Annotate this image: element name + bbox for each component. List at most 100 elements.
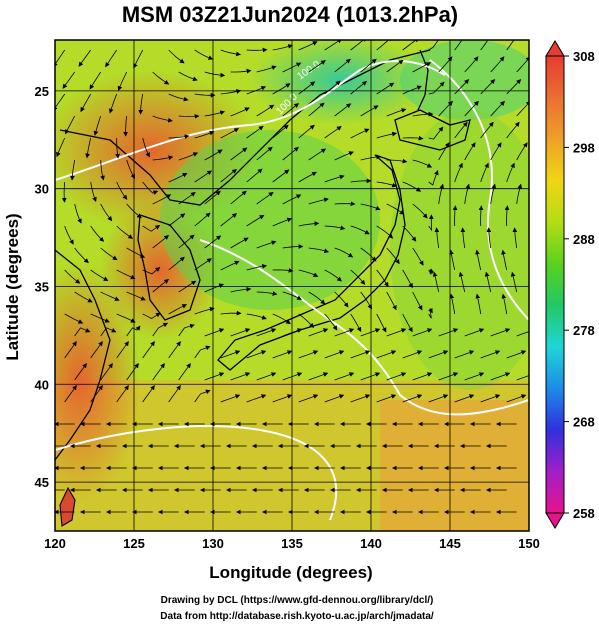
streamline	[480, 121, 494, 139]
streamline	[454, 79, 470, 95]
streamline	[350, 40, 368, 51]
streamline	[350, 81, 368, 95]
streamline	[194, 258, 212, 271]
streamline	[90, 385, 103, 403]
streamline	[386, 203, 405, 215]
streamline	[100, 363, 113, 381]
streamline	[138, 93, 144, 115]
streamline	[126, 247, 146, 258]
streamline	[204, 283, 224, 293]
streamline	[324, 174, 345, 183]
streamline	[324, 126, 342, 139]
streamline	[324, 80, 341, 95]
streamline	[56, 137, 66, 158]
x-axis-ticks: 120 125 130 135 140 145 150	[44, 536, 540, 551]
colorbar-ticks: 308 298 288 278 268 258	[564, 49, 595, 521]
coastline-taiwan	[59, 486, 76, 527]
streamline	[308, 291, 326, 305]
streamline	[412, 62, 432, 73]
streamline	[475, 293, 482, 315]
colorbar-max-arrow	[545, 40, 565, 57]
streamline	[100, 159, 105, 181]
streamline	[230, 107, 250, 117]
streamline	[230, 328, 251, 337]
streamline	[386, 291, 397, 311]
streamline	[298, 221, 320, 227]
streamline	[64, 225, 74, 245]
colorbar-tick-label: 268	[573, 415, 595, 430]
streamline	[506, 79, 522, 95]
streamline	[272, 313, 291, 325]
streamline	[204, 328, 225, 337]
streamline	[204, 372, 225, 381]
streamline	[272, 350, 293, 359]
streamline	[360, 105, 379, 117]
streamline	[402, 85, 422, 95]
streamline	[334, 201, 356, 207]
streamline	[324, 394, 345, 403]
streamline	[298, 269, 319, 277]
streamline	[516, 183, 523, 205]
streamline	[93, 115, 102, 136]
streamline	[334, 247, 354, 258]
streamline	[246, 168, 263, 183]
streamline	[510, 271, 518, 293]
streamline	[350, 269, 366, 285]
streamline	[460, 227, 466, 249]
streamline	[458, 271, 466, 293]
streamline	[256, 104, 275, 117]
streamline	[308, 102, 325, 117]
streamline	[246, 263, 267, 271]
streamline	[490, 56, 505, 73]
streamline	[100, 291, 120, 301]
streamline	[116, 341, 129, 359]
streamline	[501, 293, 508, 315]
streamline	[178, 234, 195, 249]
streamline	[454, 40, 463, 51]
lat-lon-grid	[55, 40, 529, 531]
y-axis-ticks: 45 40 35 30 25	[35, 84, 49, 490]
streamline	[298, 171, 317, 183]
streamline	[324, 269, 343, 282]
map-plot-area: 100.0 100.0	[55, 40, 529, 531]
streamline	[220, 260, 240, 271]
streamline	[501, 249, 508, 271]
streamline	[480, 162, 489, 183]
streamline	[412, 203, 428, 219]
contour-line	[199, 239, 529, 416]
streamline	[168, 49, 185, 64]
streamline	[220, 169, 237, 183]
streamline	[256, 65, 277, 73]
streamline	[220, 350, 241, 359]
streamline	[412, 372, 433, 381]
streamline	[246, 125, 264, 139]
streamline	[350, 394, 371, 403]
streamline	[324, 313, 338, 331]
streamline	[490, 183, 497, 205]
plot-frame	[54, 39, 530, 532]
streamline	[308, 148, 327, 161]
x-tick-label: 140	[360, 536, 382, 551]
colorbar: 308 298 288 278 268 258	[545, 40, 595, 529]
streamline	[376, 82, 395, 95]
streamline	[350, 350, 371, 359]
streamline	[308, 60, 326, 73]
streamline	[220, 394, 241, 403]
streamline	[74, 327, 91, 337]
x-tick-label: 135	[281, 536, 303, 551]
streamline	[324, 40, 343, 51]
streamline	[90, 225, 105, 242]
streamline	[256, 240, 277, 249]
streamline	[402, 269, 413, 289]
streamline	[178, 152, 199, 161]
streamline	[298, 124, 315, 139]
figure-title: MSM 03Z21Jun2024 (1013.2hPa)	[122, 2, 458, 27]
streamline	[152, 363, 165, 381]
streamline	[194, 170, 213, 183]
streamline	[272, 217, 293, 227]
streamline	[506, 121, 520, 139]
y-tick-label: 40	[35, 377, 49, 392]
x-tick-label: 120	[44, 536, 66, 551]
y-axis-label: Latitude (degrees)	[3, 213, 22, 360]
streamline	[62, 71, 76, 89]
